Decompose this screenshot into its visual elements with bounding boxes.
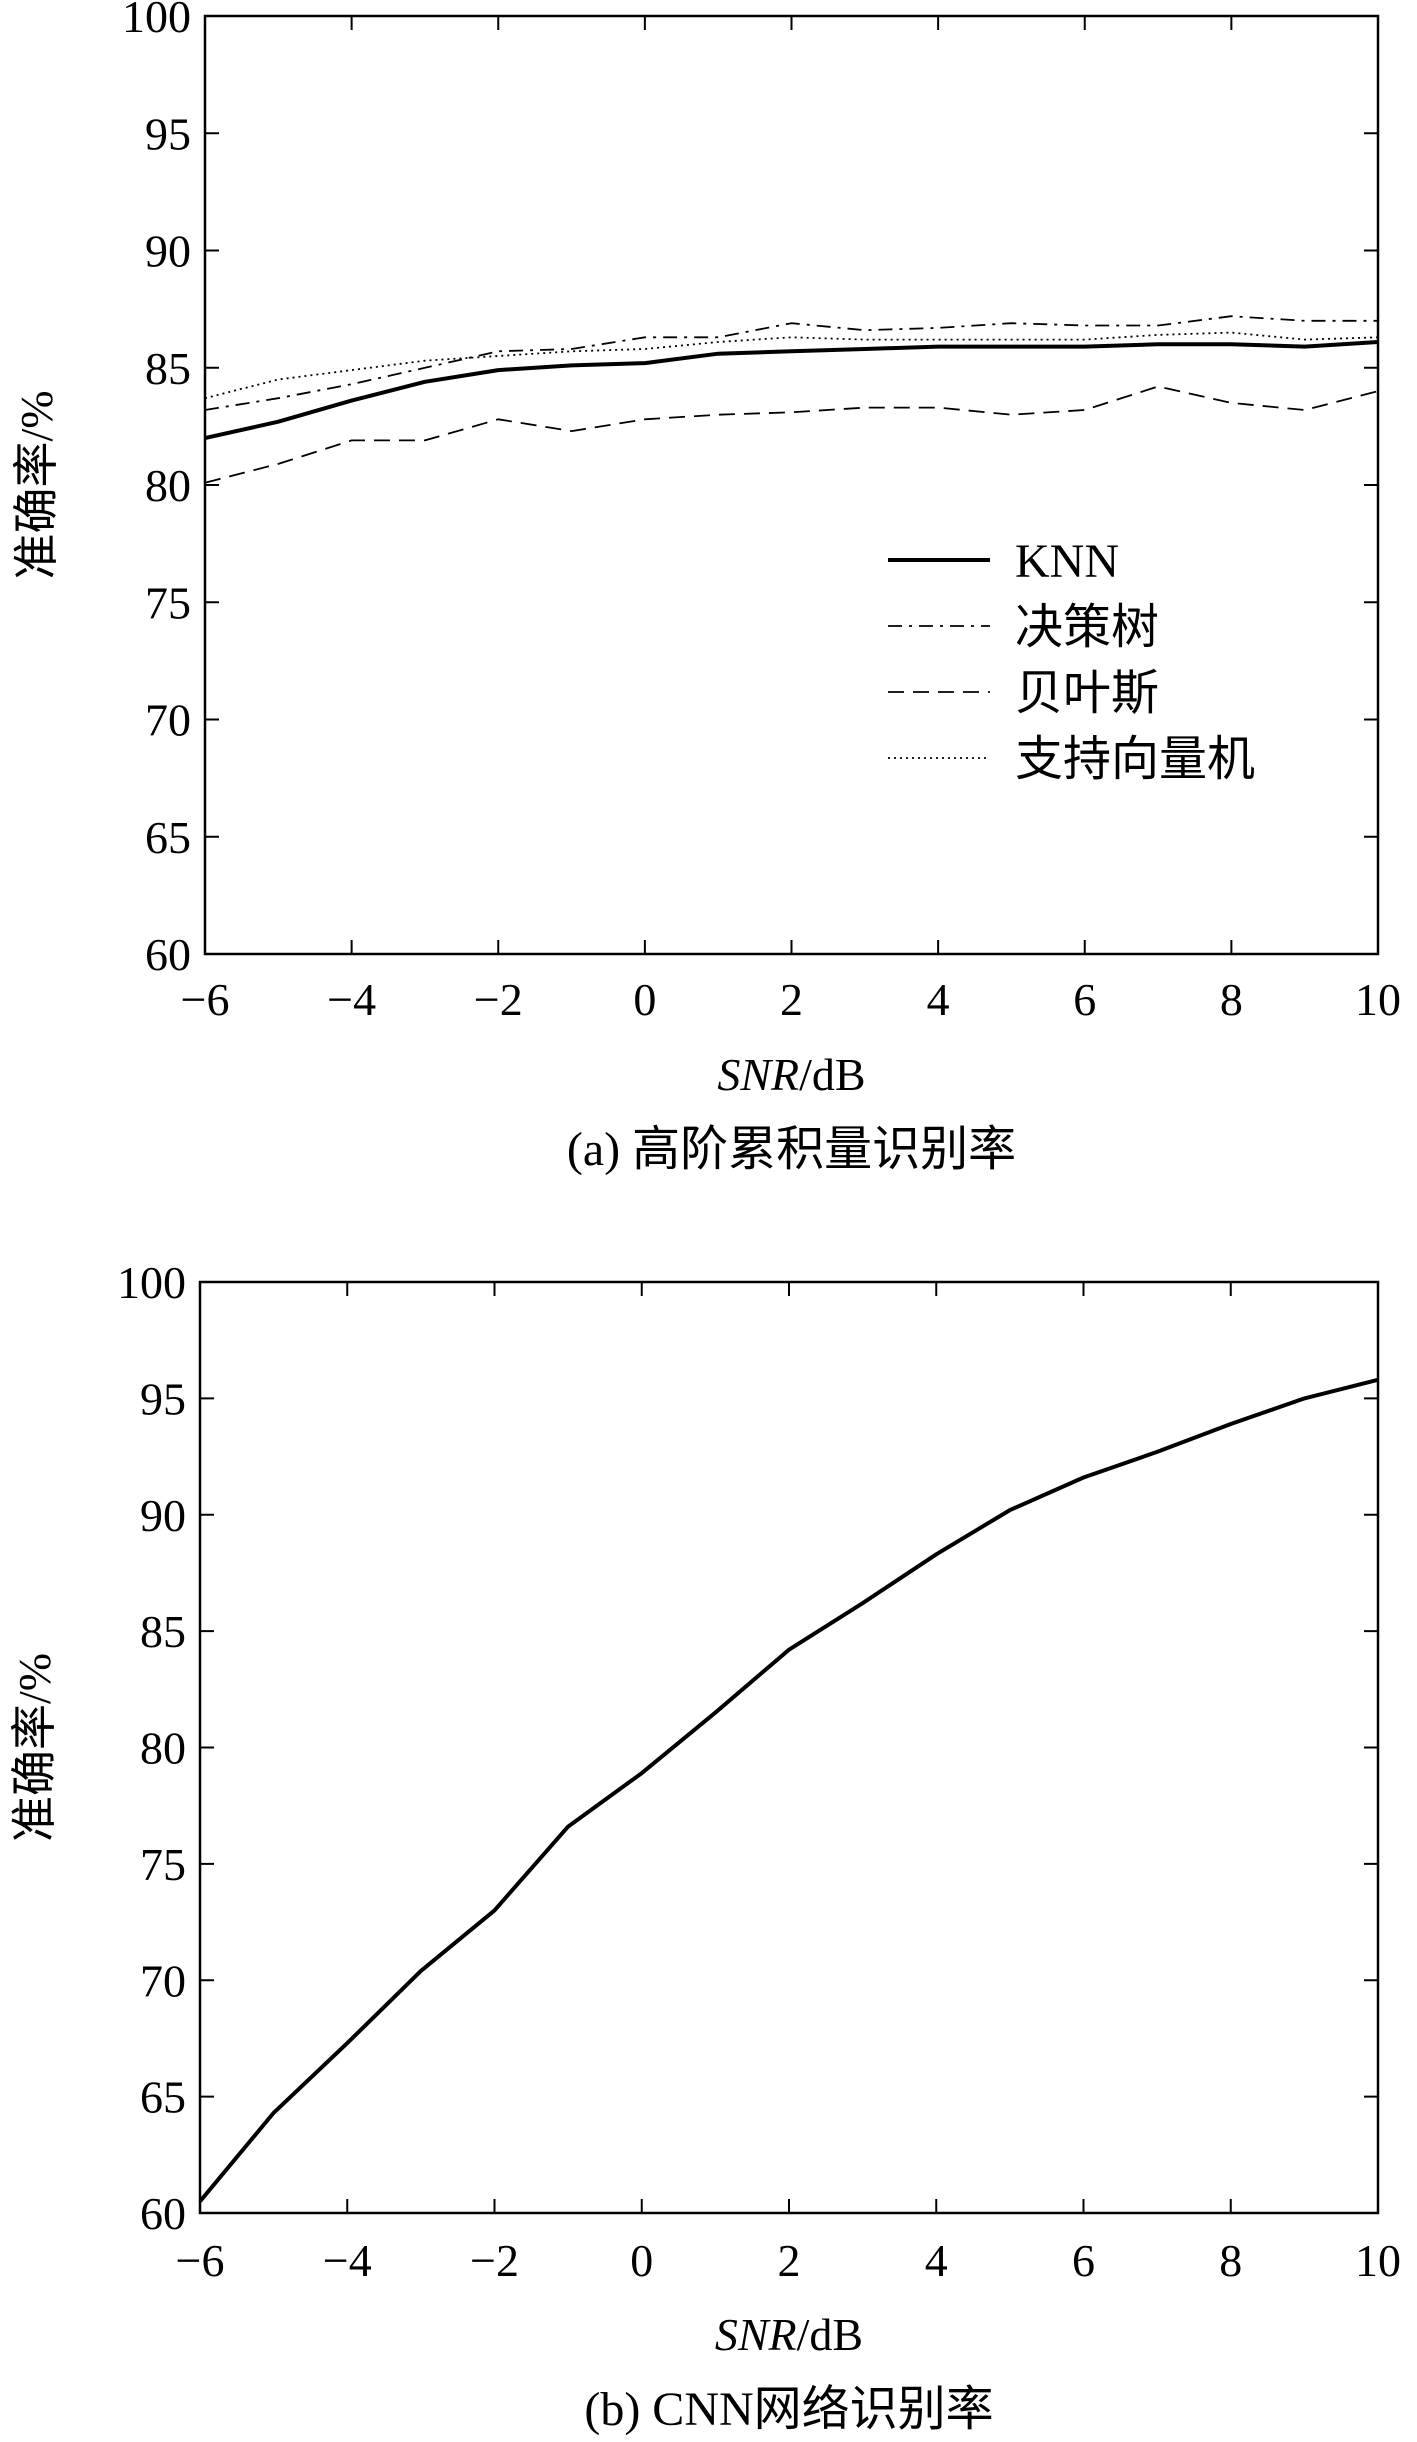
x-tick-label: 2 [778, 2235, 801, 2286]
legend-entry-label: 贝叶斯 [1015, 667, 1159, 720]
x-tick-label: 0 [630, 2235, 653, 2286]
x-tick-label: −4 [323, 2235, 372, 2286]
y-tick-label: 65 [145, 812, 191, 863]
y-tick-label: 70 [145, 695, 191, 746]
y-tick-label: 70 [140, 1955, 186, 2006]
x-tick-label: 8 [1219, 2235, 1242, 2286]
series-line-2 [204, 315, 1378, 411]
x-tick-label: 6 [1072, 2235, 1095, 2286]
series-line-3 [204, 385, 1379, 484]
x-tick-label: −4 [327, 974, 376, 1025]
y-tick-label: 100 [117, 1257, 186, 1308]
chart-caption: (b) CNN网络识别率 [584, 2383, 993, 2436]
y-axis-label: 准确率/% [11, 390, 62, 579]
y-tick-label: 60 [145, 929, 191, 980]
x-axis-label: SNR/dB [717, 1049, 865, 1100]
y-tick-label: 95 [140, 1373, 186, 1424]
x-tick-label: 4 [925, 2235, 948, 2286]
plot-frame [203, 14, 1380, 956]
x-tick-label: 8 [1220, 974, 1243, 1025]
chart-a: 60 65 70 75 80 85 90 95 100 −6 −4 −2 0 2 4 6 8 10 SNR/dB 准确… [11, 0, 1401, 1176]
y-tick-label: 100 [122, 0, 191, 42]
y-tick-label: 80 [140, 1723, 186, 1774]
x-tick-label: 10 [1355, 974, 1401, 1025]
y-tick-label: 90 [145, 226, 191, 277]
legend-entry-label: KNN [1015, 535, 1119, 588]
chart-caption: (a) 高阶累积量识别率 [567, 1123, 1016, 1176]
y-tick-label: 75 [140, 1839, 186, 1890]
y-tick-label: 65 [140, 2072, 186, 2123]
x-axis-label-unit: /dB [797, 2309, 863, 2360]
y-tick-label: 60 [140, 2188, 186, 2239]
y-tick-label: 85 [145, 343, 191, 394]
series-line-1 [198, 1377, 1379, 2203]
x-tick-label: −6 [181, 974, 230, 1025]
y-tick-label: 85 [140, 1606, 186, 1657]
x-tick-label: −6 [176, 2235, 225, 2286]
y-tick-label: 95 [145, 108, 191, 159]
chart-b: 60 65 70 75 80 85 90 95 100 −6 −4 −2 0 2 4 6 8 10 SNR/dB 准确… [9, 1257, 1401, 2436]
x-tick-label: 0 [633, 974, 656, 1025]
y-tick-label: 75 [145, 577, 191, 628]
x-axis-label-italic: SNR [717, 1049, 799, 1100]
x-axis-label: SNR/dB [715, 2309, 863, 2360]
x-tick-label: −2 [474, 974, 523, 1025]
y-axis-label: 准确率/% [9, 1653, 60, 1842]
x-tick-label: 2 [780, 974, 803, 1025]
legend-entry-label: 决策树 [1015, 601, 1159, 654]
x-tick-label: 10 [1355, 2235, 1401, 2286]
x-tick-label: 6 [1073, 974, 1096, 1025]
x-tick-label: −2 [470, 2235, 519, 2286]
legend-entry-label: 支持向量机 [1015, 733, 1255, 786]
x-axis-label-unit: /dB [799, 1049, 865, 1100]
x-tick-label: 4 [927, 974, 950, 1025]
series-line-4 [204, 331, 1379, 400]
y-tick-label: 80 [145, 460, 191, 511]
y-tick-label: 90 [140, 1490, 186, 1541]
series-line-1 [204, 340, 1379, 441]
x-axis-label-italic: SNR [715, 2309, 797, 2360]
plot-frame [198, 1280, 1380, 2215]
